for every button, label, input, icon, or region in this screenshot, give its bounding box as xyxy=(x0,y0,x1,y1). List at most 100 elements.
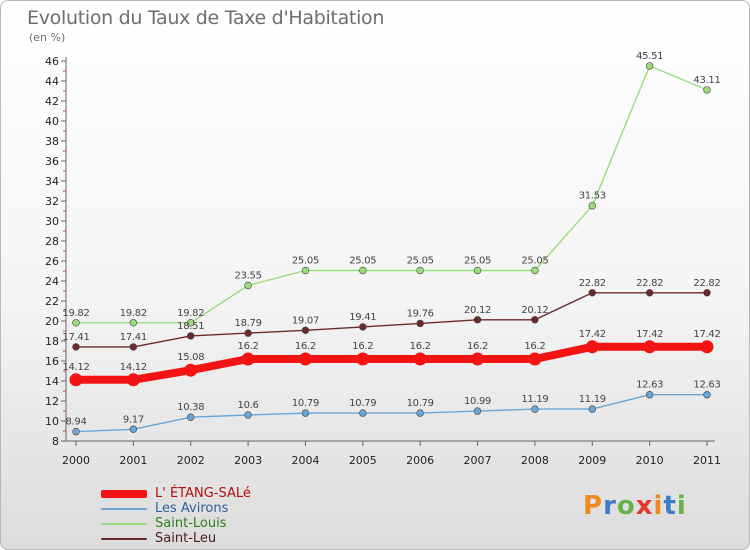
data-label: 18.79 xyxy=(235,318,262,329)
data-label: 17.42 xyxy=(636,329,663,340)
data-point xyxy=(241,352,255,366)
data-label: 19.82 xyxy=(62,308,89,319)
logo-letter: t xyxy=(663,491,677,521)
data-label: 10.79 xyxy=(292,398,319,409)
y-tick-label: 26 xyxy=(45,255,59,268)
data-label: 16.2 xyxy=(352,341,373,352)
data-point xyxy=(359,323,367,331)
data-point xyxy=(703,391,711,399)
legend-swatch xyxy=(101,489,147,498)
data-point xyxy=(588,289,596,297)
data-point xyxy=(301,326,310,334)
data-point xyxy=(703,289,711,297)
data-label: 16.2 xyxy=(410,341,431,352)
data-label: 15.08 xyxy=(177,352,204,363)
logo-letter: i xyxy=(676,491,687,521)
y-tick-label: 10 xyxy=(45,415,59,428)
data-label: 14.12 xyxy=(62,362,89,373)
legend-item: L' ÉTANG-SALé xyxy=(101,486,251,501)
x-tick-label: 2010 xyxy=(636,454,664,467)
data-label: 17.41 xyxy=(120,332,147,343)
data-labels: 17.41 17.41 18.51 18.79 19.07 19.41 19.76 20.12… xyxy=(62,51,720,428)
data-point xyxy=(244,411,252,419)
data-label: 12.63 xyxy=(693,380,720,391)
data-label: 43.11 xyxy=(693,75,720,86)
data-label: 10.79 xyxy=(407,398,434,409)
logo-letter: i xyxy=(653,491,664,521)
data-label: 19.41 xyxy=(349,312,376,323)
chart-title: Evolution du Taux de Taxe d'Habitation xyxy=(27,7,385,29)
series-line xyxy=(76,65,708,324)
data-label: 10.99 xyxy=(464,396,491,407)
data-point xyxy=(129,343,138,351)
data-point xyxy=(413,352,427,366)
data-point xyxy=(72,343,80,351)
data-point xyxy=(187,319,195,327)
data-label: 16.2 xyxy=(467,341,488,352)
data-point xyxy=(359,266,367,275)
x-tick-label: 2006 xyxy=(406,454,434,467)
data-point xyxy=(301,266,310,275)
x-tick-label: 2009 xyxy=(578,454,606,467)
proxiti-logo: Proxiti xyxy=(583,491,687,521)
data-label: 17.41 xyxy=(62,332,89,343)
y-tick-label: 28 xyxy=(45,235,59,248)
data-point xyxy=(531,316,539,324)
y-tick-label: 44 xyxy=(45,75,59,88)
data-label: 25.05 xyxy=(292,256,319,267)
x-tick-label: 2011 xyxy=(693,454,721,467)
data-point xyxy=(471,352,485,366)
data-point xyxy=(588,202,596,210)
data-point xyxy=(645,391,654,399)
series-line xyxy=(75,394,707,433)
y-tick-label: 18 xyxy=(45,335,59,348)
y-tick-label: 14 xyxy=(45,375,59,388)
legend-item: Les Avirons xyxy=(101,501,251,516)
data-point xyxy=(244,281,252,290)
data-label: 14.12 xyxy=(120,362,147,373)
data-label: 22.82 xyxy=(579,278,606,289)
data-point xyxy=(301,409,310,417)
data-point xyxy=(531,266,539,275)
x-tick-label: 2002 xyxy=(177,454,205,467)
logo-letter: P xyxy=(583,491,604,521)
y-tick-label: 38 xyxy=(45,135,59,148)
chart-axes: 8 10 12 14 16 18 20 22 24 26 28 30 32 34 36 38 40 42 44 46 2… xyxy=(45,55,721,467)
data-label: 10.38 xyxy=(177,402,204,413)
y-tick-label: 34 xyxy=(45,175,59,188)
data-point xyxy=(69,373,83,387)
data-label: 16.2 xyxy=(524,341,545,352)
data-point xyxy=(359,409,367,417)
data-point xyxy=(298,352,312,366)
data-label: 22.82 xyxy=(636,278,663,289)
chart-unit-label: (en %) xyxy=(29,31,66,44)
data-label: 25.05 xyxy=(349,256,376,267)
x-tick-label: 2008 xyxy=(521,454,549,467)
data-point xyxy=(531,405,539,413)
data-point xyxy=(700,340,714,354)
data-label: 16.2 xyxy=(295,341,316,352)
data-label: 19.82 xyxy=(177,308,204,319)
data-point xyxy=(473,407,482,415)
data-label: 25.05 xyxy=(407,256,434,267)
series-lines xyxy=(75,65,708,433)
data-label: 19.82 xyxy=(120,308,147,319)
y-tick-label: 42 xyxy=(45,95,59,108)
data-point xyxy=(703,86,711,94)
data-label: 20.12 xyxy=(521,305,548,316)
data-point xyxy=(643,340,657,354)
data-point xyxy=(585,340,599,354)
y-tick-label: 12 xyxy=(45,395,59,408)
data-point xyxy=(129,425,138,433)
y-tick-label: 46 xyxy=(45,55,59,68)
legend-label: Les Avirons xyxy=(155,500,229,516)
data-label: 23.55 xyxy=(235,271,262,282)
y-tick-label: 16 xyxy=(45,355,59,368)
x-tick-label: 2001 xyxy=(119,454,147,467)
data-point xyxy=(528,352,542,366)
legend-item: Saint-Leu xyxy=(101,531,251,546)
data-label: 17.42 xyxy=(693,329,720,340)
data-label: 12.63 xyxy=(636,380,663,391)
data-label: 22.82 xyxy=(693,278,720,289)
